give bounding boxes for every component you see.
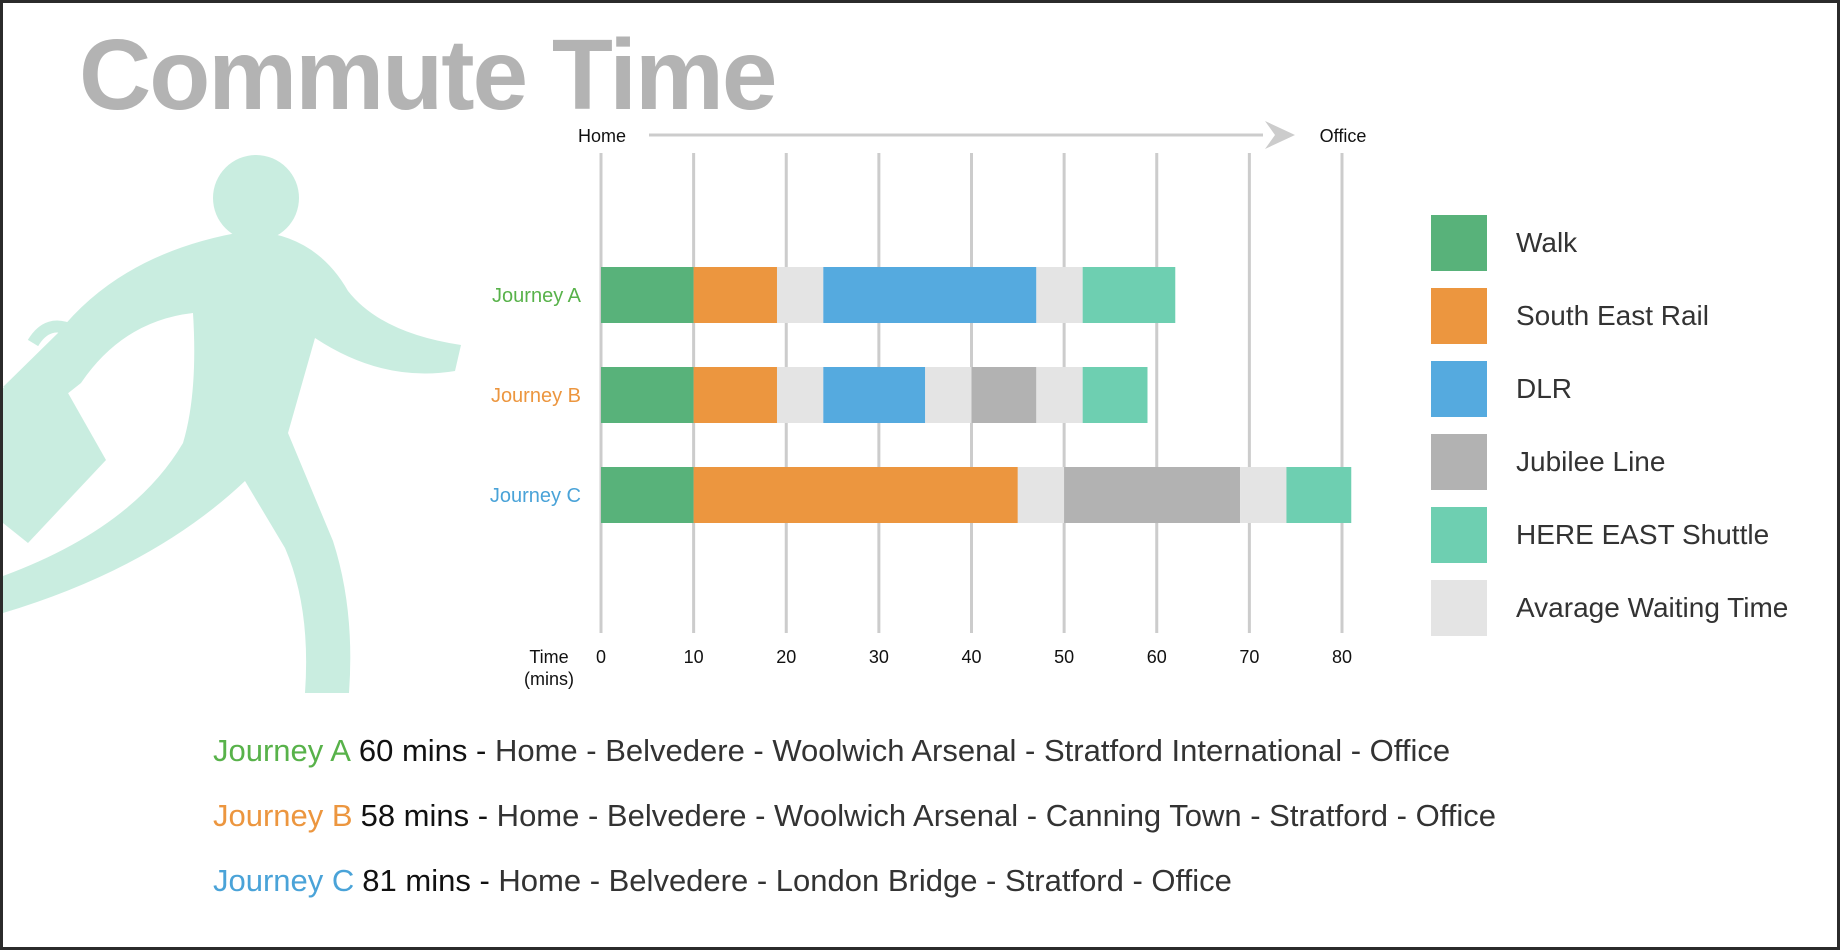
bar-segment-walk: [601, 267, 694, 323]
x-axis-title: Time: [529, 647, 568, 667]
journey-route: Home - Belvedere - Woolwich Arsenal - Ca…: [488, 798, 1496, 833]
journey-duration: 58 mins -: [360, 798, 489, 833]
running-person-icon: [3, 155, 461, 693]
journey-duration: 81 mins -: [362, 863, 490, 898]
journey-name: Journey A: [213, 733, 351, 768]
journey-bar-b: [601, 367, 1148, 423]
bar-segment-rail: [693, 367, 777, 423]
journey-bar-a: [601, 267, 1176, 323]
bar-segment-wait: [1240, 467, 1287, 523]
legend-swatch: [1431, 507, 1487, 563]
runner-head: [213, 155, 299, 241]
bar-segment-wait: [776, 267, 824, 323]
journey-route: Home - Belvedere - Woolwich Arsenal - St…: [486, 733, 1451, 768]
runner-figure: [3, 155, 461, 693]
journey-name: Journey C: [213, 863, 355, 898]
journey-axis-label: Journey B: [491, 385, 581, 407]
bar-segment-wait: [925, 367, 972, 423]
bar-segment-rail: [693, 467, 1018, 523]
journey-bar-c: [601, 467, 1352, 523]
bar-segment-shuttle: [1082, 367, 1148, 423]
legend-item-jubilee: Jubilee Line: [1431, 434, 1665, 490]
bar-segment-wait: [776, 367, 824, 423]
legend-label: Walk: [1516, 227, 1578, 258]
office-label: Office: [1320, 126, 1367, 146]
bar-segment-shuttle: [1286, 467, 1352, 523]
journey-route: Home - Belvedere - London Bridge - Strat…: [489, 863, 1232, 898]
bar-segment-rail: [693, 267, 777, 323]
tick-label: 30: [869, 647, 889, 667]
bar-segment-dlr: [823, 367, 926, 423]
bar-segment-wait: [1036, 367, 1083, 423]
legend-label: Jubilee Line: [1516, 446, 1666, 477]
tick-label: 40: [961, 647, 981, 667]
x-axis-title: (mins): [524, 669, 574, 689]
tick-label: 20: [776, 647, 796, 667]
arrow-head-icon: [1265, 121, 1295, 149]
legend-label: Avarage Waiting Time: [1516, 592, 1789, 623]
home-label: Home: [578, 126, 626, 146]
briefcase-icon: [3, 388, 106, 543]
journey-name: Journey B: [213, 798, 353, 833]
journey-description: Journey B 58 mins - Home - Belvedere - Wo…: [213, 796, 1496, 836]
bar-segment-shuttle: [1082, 267, 1176, 323]
legend-item-dlr: DLR: [1431, 361, 1572, 417]
journey-axis-label: Journey A: [492, 285, 582, 307]
page-title: Commute Time: [79, 19, 778, 131]
bar-segment-jubilee: [971, 367, 1037, 423]
legend-swatch: [1431, 215, 1487, 271]
legend-item-shuttle: HERE EAST Shuttle: [1431, 507, 1769, 563]
legend-swatch: [1431, 288, 1487, 344]
legend-item-wait: Avarage Waiting Time: [1431, 580, 1788, 636]
tick-label: 60: [1147, 647, 1167, 667]
briefcase-handle: [27, 320, 86, 380]
legend-label: HERE EAST Shuttle: [1516, 519, 1770, 550]
runner-body: [3, 231, 461, 693]
bar-segment-wait: [1036, 267, 1083, 323]
bar-segment-dlr: [823, 267, 1037, 323]
bar-segment-wait: [1017, 467, 1065, 523]
tick-label: 80: [1332, 647, 1352, 667]
bar-segment-walk: [601, 367, 694, 423]
slide: Commute Time Home Office Journey A Journey …: [3, 3, 1837, 947]
journey-duration: 60 mins -: [358, 733, 487, 768]
bar-segment-walk: [601, 467, 694, 523]
journey-axis-label: Journey C: [490, 485, 581, 507]
legend-item-rail: South East Rail: [1431, 288, 1709, 344]
tick-label: 70: [1239, 647, 1259, 667]
legend-item-walk: Walk: [1431, 215, 1577, 271]
commute-chart: Home Office Journey A Journey B Journey C 0 10…: [490, 121, 1367, 689]
journey-description: Journey C 81 mins - Home - Belvedere - Lo…: [213, 861, 1232, 901]
tick-label: 0: [596, 647, 606, 667]
legend-swatch: [1431, 580, 1487, 636]
tick-label: 10: [684, 647, 704, 667]
legend-swatch: [1431, 434, 1487, 490]
legend-label: South East Rail: [1516, 300, 1709, 331]
bar-segment-jubilee: [1064, 467, 1241, 523]
tick-label: 50: [1054, 647, 1074, 667]
legend-label: DLR: [1516, 373, 1573, 404]
legend-swatch: [1431, 361, 1487, 417]
journey-description: Journey A 60 mins - Home - Belvedere - Wo…: [213, 731, 1450, 771]
